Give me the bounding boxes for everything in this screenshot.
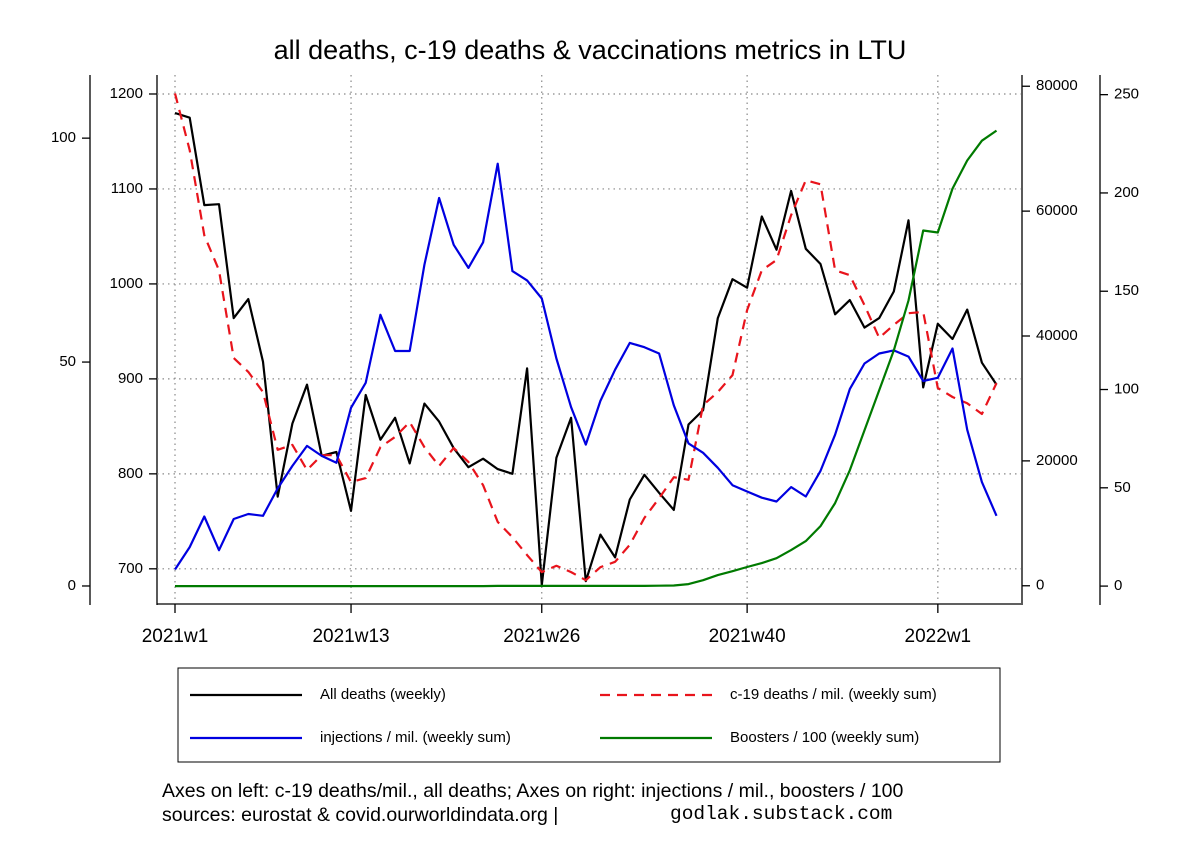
x-tick-label: 2021w26 <box>503 626 580 647</box>
footer-note: Axes on left: c-19 deaths/mil., all deat… <box>162 780 904 802</box>
y-tick-label: 100 <box>51 129 76 146</box>
series-line <box>175 129 998 588</box>
legend-label: injections / mil. (weekly sum) <box>320 729 511 746</box>
legend-label: Boosters / 100 (weekly sum) <box>730 729 919 746</box>
x-tick-label: 2021w13 <box>312 626 389 647</box>
series-line <box>174 111 998 587</box>
y-tick-label: 50 <box>1114 479 1131 496</box>
y-tick-label: 80000 <box>1036 77 1078 94</box>
y-tick-label: 250 <box>1114 86 1139 103</box>
x-tick-label: 2021w40 <box>709 626 786 647</box>
y-tick-label: 0 <box>1114 577 1122 594</box>
series-line <box>174 162 998 571</box>
y-tick-label: 60000 <box>1036 202 1078 219</box>
y-tick-label: 700 <box>118 560 143 577</box>
legend-box <box>177 667 1001 763</box>
y-tick-label: 0 <box>1036 577 1044 594</box>
y-tick-label: 150 <box>1114 282 1139 299</box>
y-tick-label: 1100 <box>111 180 143 197</box>
chart-title: all deaths, c-19 deaths & vaccinations m… <box>274 35 907 65</box>
footer-note: sources: eurostat & covid.ourworldindata… <box>162 804 558 826</box>
y-tick-label: 1000 <box>110 275 143 292</box>
footer-credit: godlak.substack.com <box>670 803 892 825</box>
y-tick-label: 1200 <box>110 85 143 102</box>
y-tick-label: 40000 <box>1036 327 1078 344</box>
x-tick-label: 2021w1 <box>142 626 209 647</box>
legend-label: c-19 deaths / mil. (weekly sum) <box>730 686 937 703</box>
y-tick-label: 20000 <box>1036 452 1078 469</box>
y-tick-label: 50 <box>59 353 76 370</box>
y-tick-label: 0 <box>68 577 76 594</box>
series-line <box>173 93 998 582</box>
y-tick-label: 800 <box>118 465 143 482</box>
y-tick-label: 100 <box>1114 380 1139 397</box>
x-tick-label: 2022w1 <box>905 626 972 647</box>
legend-label: All deaths (weekly) <box>320 686 446 703</box>
y-tick-label: 200 <box>1114 184 1139 201</box>
y-tick-label: 900 <box>118 370 143 387</box>
